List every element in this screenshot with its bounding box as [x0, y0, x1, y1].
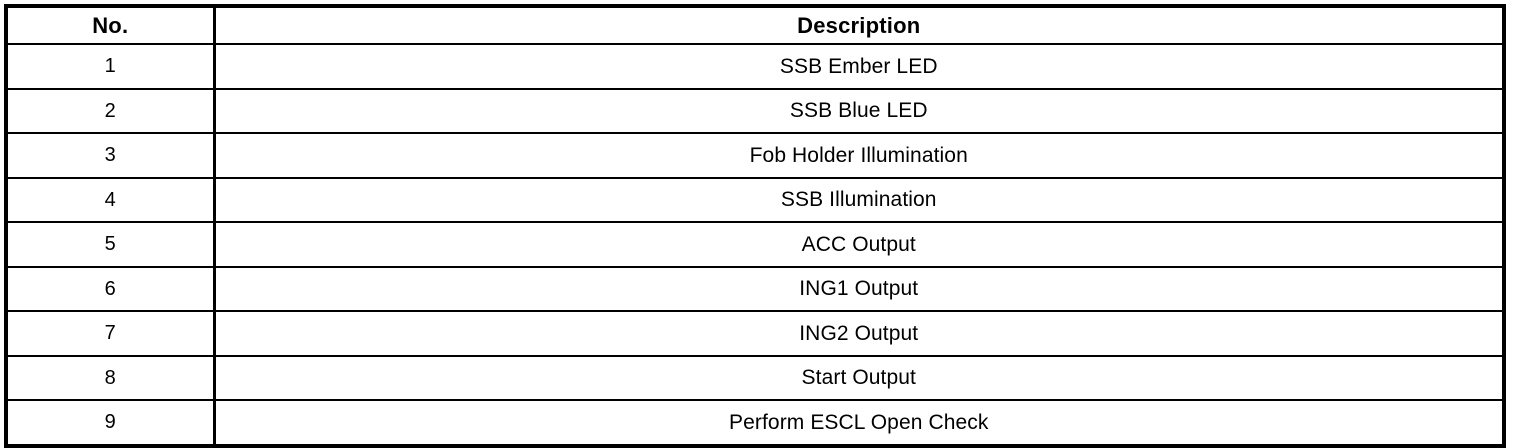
table-row: 9 Perform ESCL Open Check	[6, 399, 1504, 446]
cell-description: Perform ESCL Open Check	[212, 399, 1504, 446]
cell-description: Fob Holder Illumination	[212, 132, 1504, 178]
table-row: 3 Fob Holder Illumination	[6, 132, 1504, 178]
table-row: 6 ING1 Output	[6, 265, 1504, 311]
cell-description: SSB Ember LED	[212, 43, 1504, 89]
cell-no: 9	[6, 399, 214, 446]
column-header-no: No.	[6, 6, 214, 44]
table-header: No. Description	[6, 6, 1504, 44]
cell-no: 1	[6, 43, 214, 89]
cell-description: ING2 Output	[212, 310, 1504, 356]
cell-description: ING1 Output	[212, 265, 1504, 311]
cell-no: 6	[6, 265, 214, 311]
description-table: No. Description 1 SSB Ember LED 2 SSB Bl…	[4, 4, 1506, 448]
cell-description: ACC Output	[212, 221, 1504, 267]
description-table-container: No. Description 1 SSB Ember LED 2 SSB Bl…	[4, 4, 1506, 448]
table-row: 7 ING2 Output	[6, 310, 1504, 356]
cell-no: 4	[6, 176, 214, 222]
table-header-row: No. Description	[6, 6, 1504, 44]
column-header-description: Description	[212, 6, 1504, 44]
table-row: 4 SSB Illumination	[6, 176, 1504, 222]
cell-description: Start Output	[212, 354, 1504, 400]
table-row: 2 SSB Blue LED	[6, 87, 1504, 133]
cell-no: 3	[6, 132, 214, 178]
table-row: 8 Start Output	[6, 354, 1504, 400]
cell-no: 7	[6, 310, 214, 356]
cell-no: 2	[6, 87, 214, 133]
cell-no: 8	[6, 354, 214, 400]
table-row: 1 SSB Ember LED	[6, 43, 1504, 89]
cell-description: SSB Blue LED	[212, 87, 1504, 133]
table-body: 1 SSB Ember LED 2 SSB Blue LED 3 Fob Hol…	[6, 43, 1504, 446]
cell-no: 5	[6, 221, 214, 267]
table-row: 5 ACC Output	[6, 221, 1504, 267]
cell-description: SSB Illumination	[212, 176, 1504, 222]
